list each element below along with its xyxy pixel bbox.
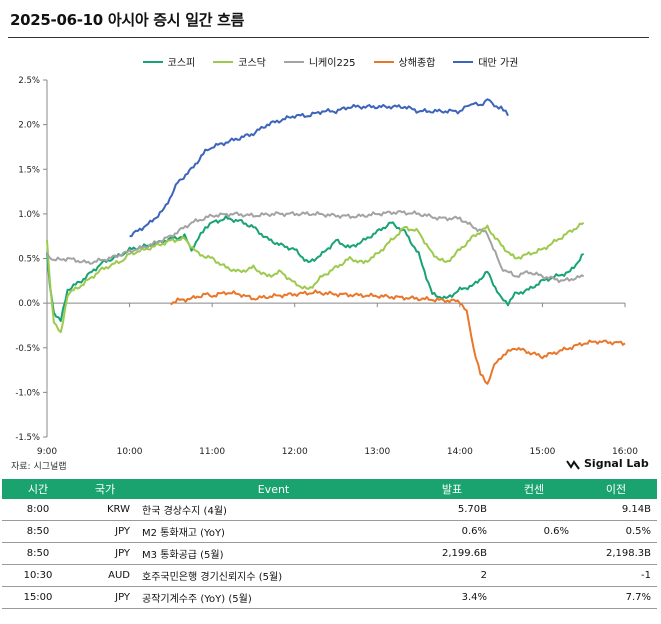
brand-name: Signal Lab	[584, 457, 649, 470]
cell-event: 호주국민은행 경기신뢰지수 (5월)	[136, 564, 411, 587]
cell-previous: -1	[575, 564, 657, 587]
cell-previous: 2,198.3B	[575, 542, 657, 565]
legend-swatch	[453, 60, 474, 63]
cell-country: JPY	[74, 520, 136, 543]
y-tick-label: 1.0%	[18, 210, 40, 220]
y-tick-label: -1.5%	[15, 433, 40, 443]
series-line-4	[129, 98, 509, 238]
cell-event: 공작기계수주 (YoY) (5월)	[136, 586, 411, 609]
cell-consensus	[493, 499, 575, 521]
cell-event: M3 통화공급 (5월)	[136, 542, 411, 565]
cell-country: JPY	[74, 542, 136, 565]
cell-time: 8:50	[2, 542, 74, 565]
x-tick-label: 12:00	[282, 447, 308, 457]
legend-label: 상해종합	[398, 58, 436, 69]
cell-event: M2 통화재고 (YoY)	[136, 520, 411, 543]
y-tick-label: 2.0%	[18, 121, 40, 131]
x-tick-label: 10:00	[117, 447, 143, 457]
x-tick-label: 16:00	[612, 447, 638, 457]
legend-swatch	[283, 60, 304, 63]
legend-item: 상해종합	[373, 54, 436, 69]
cell-country: AUD	[74, 564, 136, 587]
brand-logo: Signal Lab	[566, 457, 649, 470]
cell-actual: 0.6%	[411, 520, 493, 543]
cell-consensus: 0.6%	[493, 520, 575, 543]
cell-time: 8:50	[2, 520, 74, 543]
cell-actual: 2	[411, 564, 493, 587]
legend-label: 코스피	[167, 58, 196, 69]
x-tick-label: 11:00	[199, 447, 225, 457]
cell-time: 10:30	[2, 564, 74, 587]
cell-actual: 5.70B	[411, 499, 493, 521]
series-line-1	[46, 221, 585, 334]
y-tick-label: 0.0%	[18, 299, 40, 309]
chart-legend: 코스피 코스닥 니케이225 상해종합 대만 가권	[0, 54, 661, 69]
cell-event: 한국 경상수지 (4월)	[136, 499, 411, 521]
series-line-3	[170, 289, 626, 385]
cell-consensus	[493, 542, 575, 565]
col-header-actual: 발표	[411, 479, 493, 499]
economic-events-table: 시간 국가 Event 발표 컨센 이전 8:00 KRW 한국 경상수지 (4…	[2, 479, 657, 609]
y-tick-label: 0.5%	[18, 255, 40, 265]
y-tick-label: 1.5%	[18, 165, 40, 175]
table-row: 10:30 AUD 호주국민은행 경기신뢰지수 (5월) 2 -1	[2, 564, 657, 587]
col-header-event: Event	[136, 479, 411, 499]
col-header-consensus: 컨센	[493, 479, 575, 499]
cell-consensus	[493, 586, 575, 609]
cell-previous: 0.5%	[575, 520, 657, 543]
legend-swatch	[373, 60, 394, 63]
cell-country: JPY	[74, 586, 136, 609]
cell-previous: 9.14B	[575, 499, 657, 521]
title-divider	[8, 37, 649, 38]
x-tick-label: 14:00	[447, 447, 473, 457]
col-header-time: 시간	[2, 479, 74, 499]
cell-consensus	[493, 564, 575, 587]
legend-item: 니케이225	[283, 54, 356, 69]
col-header-previous: 이전	[575, 479, 657, 499]
cell-actual: 2,199.6B	[411, 542, 493, 565]
table-header-row: 시간 국가 Event 발표 컨센 이전	[2, 479, 657, 499]
legend-swatch	[213, 60, 234, 63]
y-tick-label: -0.5%	[15, 344, 40, 354]
cell-actual: 3.4%	[411, 586, 493, 609]
x-tick-label: 13:00	[364, 447, 390, 457]
legend-label: 대만 가권	[478, 58, 519, 69]
table-row: 8:50 JPY M3 통화공급 (5월) 2,199.6B 2,198.3B	[2, 542, 657, 565]
source-note: 자료: 시그널랩	[11, 462, 67, 472]
legend-item: 코스닥	[213, 54, 266, 69]
table-row: 8:00 KRW 한국 경상수지 (4월) 5.70B 9.14B	[2, 499, 657, 521]
cell-time: 8:00	[2, 499, 74, 521]
y-tick-label: 2.5%	[18, 76, 40, 86]
x-tick-label: 15:00	[529, 447, 555, 457]
table-row: 15:00 JPY 공작기계수주 (YoY) (5월) 3.4% 7.7%	[2, 586, 657, 609]
table-row: 8:50 JPY M2 통화재고 (YoY) 0.6% 0.6% 0.5%	[2, 520, 657, 543]
legend-swatch	[142, 60, 163, 63]
page-title: 2025-06-10 아시아 증시 일간 흐름	[10, 11, 245, 29]
cell-time: 15:00	[2, 586, 74, 609]
cell-previous: 7.7%	[575, 586, 657, 609]
cell-country: KRW	[74, 499, 136, 521]
legend-label: 니케이225	[308, 58, 356, 69]
line-chart: 2.5% 2.0% 1.5% 1.0% 0.5% 0.0% -0.5% -1.0% -1.5% 9…	[15, 76, 638, 457]
col-header-country: 국가	[74, 479, 136, 499]
series-line-0	[46, 215, 585, 323]
x-tick-label: 9:00	[37, 447, 57, 457]
y-tick-label: -1.0%	[15, 388, 40, 398]
legend-item: 대만 가권	[453, 54, 518, 69]
signal-icon	[566, 459, 580, 470]
legend-label: 코스닥	[238, 58, 266, 69]
series-line-2	[46, 210, 585, 284]
legend-item: 코스피	[142, 54, 196, 69]
